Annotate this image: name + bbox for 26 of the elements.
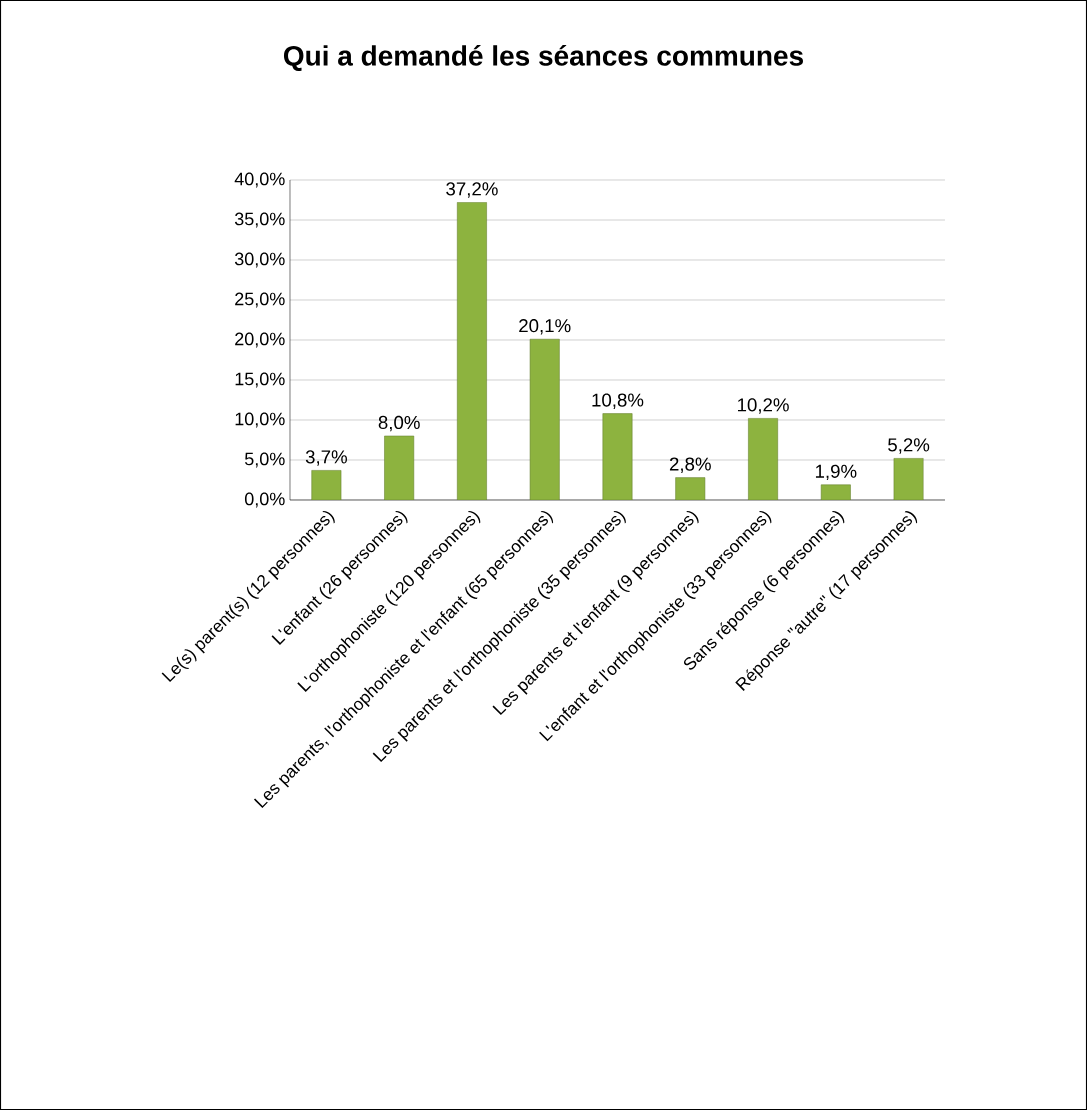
bar (893, 458, 924, 500)
chart-title: Qui a demandé les séances communes (283, 44, 803, 71)
data-label: 1,9% (815, 464, 857, 481)
data-label: 10,2% (738, 398, 789, 414)
data-label: 5,2% (888, 438, 930, 454)
bar (384, 435, 415, 500)
y-tick-label: 30,0% (234, 252, 285, 268)
y-tick-label: 10,0% (235, 412, 285, 428)
data-label: 37,2% (446, 182, 498, 198)
bar (748, 418, 778, 500)
y-tick-label: 15,0% (235, 372, 285, 388)
data-label: 8,0% (378, 415, 420, 432)
bar (311, 470, 342, 500)
data-label: 3,7% (305, 450, 347, 466)
bar (602, 413, 633, 500)
bar (457, 202, 487, 500)
y-tick-label: 5,0% (244, 452, 285, 468)
y-tick-label: 40,0% (234, 172, 285, 188)
y-tick-label: 25,0% (235, 292, 285, 308)
bar (529, 338, 560, 500)
y-tick-label: 0,0% (244, 492, 285, 508)
data-label: 2,8% (669, 457, 711, 473)
data-label: 20,1% (519, 319, 571, 335)
y-tick-label: 20,0% (235, 332, 285, 348)
y-tick-label: 35,0% (234, 212, 285, 228)
data-label: 10,8% (592, 393, 644, 409)
